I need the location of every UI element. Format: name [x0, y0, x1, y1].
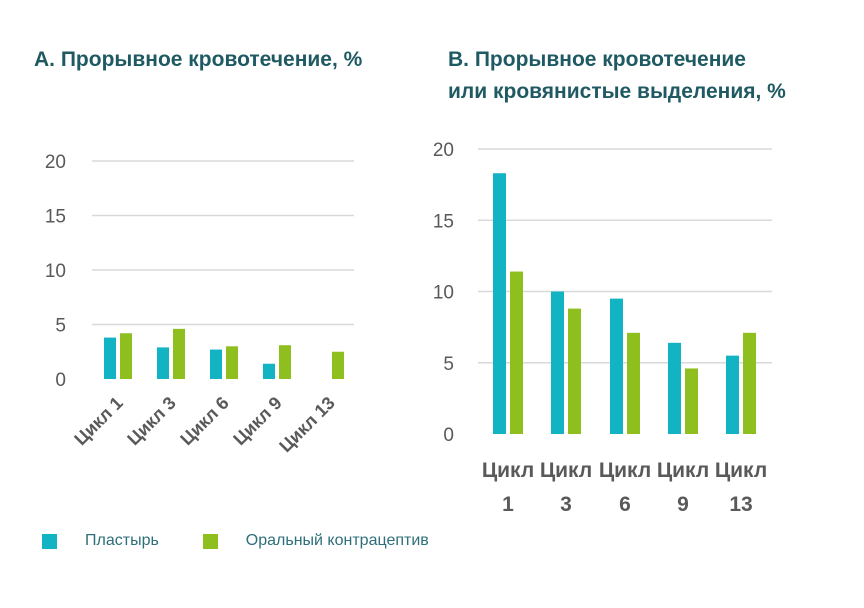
chart-b-y-tick-label: 15 — [433, 211, 454, 232]
chart-a-bar-oral-1 — [120, 333, 132, 379]
chart-b-x-tick-label-line-1: Цикл — [540, 459, 592, 482]
chart-a-y-tick-label: 10 — [45, 261, 66, 282]
chart-b-x-tick-label-line-2: 6 — [619, 493, 631, 516]
chart-a-bar-oral-2 — [173, 328, 185, 379]
chart-a-bar-oral-4 — [279, 345, 291, 379]
chart-b-y-tick-label: 10 — [433, 283, 454, 304]
chart-b-title: В. Прорывное кровотечение или кровянисты… — [448, 44, 786, 108]
legend-swatch-oral — [202, 533, 218, 549]
chart-b-x-tick-label-line-1: Цикл — [482, 459, 534, 482]
chart-b-x-tick-label-line-2: 13 — [729, 493, 752, 516]
chart-b-bar-patch-1 — [493, 173, 506, 434]
chart-a-y-tick-label: 0 — [55, 370, 66, 391]
chart-a-bar-patch-2 — [157, 347, 169, 379]
chart-b-bar-oral-3 — [627, 332, 640, 434]
chart-b-x-tick-label-line-2: 9 — [677, 493, 689, 516]
chart-b-bar-patch-4 — [668, 342, 681, 434]
chart-b-bar-patch-5 — [726, 355, 739, 434]
chart-b-bar-oral-1 — [510, 271, 523, 434]
chart-a-bar-patch-4 — [263, 363, 275, 379]
chart-b-x-tick-label-line-1: Цикл — [715, 459, 767, 482]
chart-b-x-tick-label-line-2: 1 — [502, 493, 514, 516]
chart-b-y-tick-label: 20 — [433, 140, 454, 161]
chart-a-y-tick-label: 20 — [45, 152, 66, 173]
chart-b-y-tick-label: 0 — [443, 425, 454, 446]
chart-b-x-tick-label-line-1: Цикл — [657, 459, 709, 482]
chart-b-x-tick-label-line-2: 3 — [560, 493, 572, 516]
chart-a-bar-oral-3 — [226, 346, 238, 379]
chart-a-bar-patch-1 — [104, 337, 116, 379]
legend-label-patch: Пластырь — [85, 532, 159, 549]
legend-swatch-patch — [42, 533, 57, 549]
legend-item-patch: Пластырь — [42, 532, 159, 550]
chart-b-title-line-1: В. Прорывное кровотечение — [448, 48, 746, 71]
chart-b-y-tick-label: 5 — [443, 354, 454, 375]
chart-b-title-line-2: или кровянистые выделения, % — [448, 80, 786, 103]
chart-b-bar-patch-2 — [551, 291, 564, 434]
chart-b-bar-oral-5 — [743, 332, 756, 434]
chart-b-bar-patch-3 — [610, 298, 623, 434]
chart-b-bar-oral-4 — [685, 368, 698, 434]
legend: Пластырь Оральный контрацептив — [42, 532, 429, 550]
chart-a-y-tick-label: 5 — [55, 316, 66, 337]
chart-a-bar-patch-3 — [210, 349, 222, 379]
chart-b-bar-oral-2 — [568, 308, 581, 434]
chart-b-x-tick-label-line-1: Цикл — [599, 459, 651, 482]
chart-a-bar-oral-5 — [332, 351, 344, 379]
legend-label-oral: Оральный контрацептив — [245, 532, 429, 549]
legend-item-oral: Оральный контрацептив — [202, 532, 429, 550]
chart-a-y-tick-label: 15 — [45, 207, 66, 228]
chart-a-title: А. Прорывное кровотечение, % — [34, 48, 363, 71]
